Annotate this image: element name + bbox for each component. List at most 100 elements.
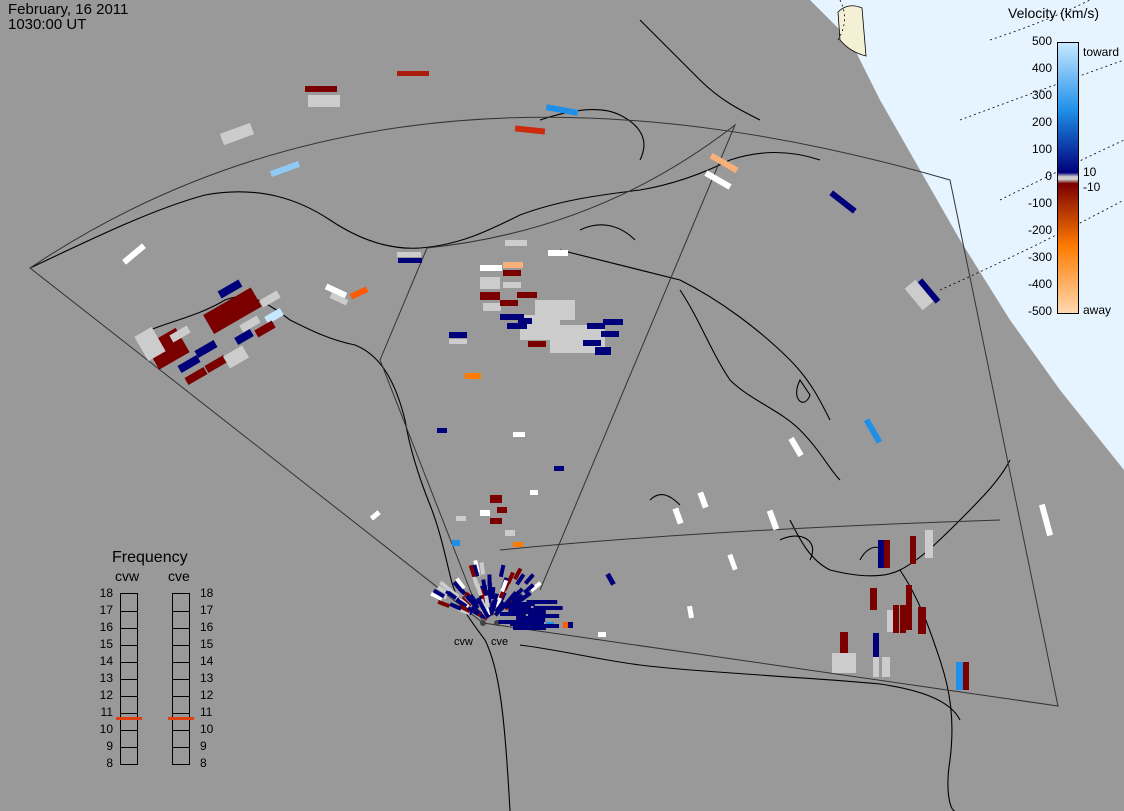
scatter-cell [900, 605, 906, 633]
scatter-cell [595, 347, 611, 355]
scatter-cell [873, 657, 879, 677]
scatter-cell [397, 71, 429, 76]
frequency-bar-cve [168, 593, 194, 765]
frequency-gridline [173, 611, 189, 612]
scatter-cell [480, 510, 490, 516]
latitude-dotted-lines [837, 0, 1124, 291]
scatter-cell [234, 329, 254, 345]
scatter-cell [963, 662, 969, 690]
scatter-cell [239, 315, 261, 333]
colorbar-tick-label: -200 [1027, 223, 1052, 237]
scatter-cell [601, 331, 619, 337]
scatter-cell [219, 122, 255, 146]
scatter-cell [587, 323, 605, 329]
scatter-cell [513, 542, 523, 547]
colorbar-tick-label: -300 [1027, 250, 1052, 264]
frequency-tick-left: 10 [99, 722, 113, 736]
colorbar-tick-label: -500 [1027, 304, 1052, 318]
frequency-gridline [173, 713, 189, 714]
fan-cell [476, 597, 486, 610]
scatter-cell [269, 161, 301, 177]
fan-cell [475, 583, 483, 597]
frequency-gridline [173, 696, 189, 697]
fov-outline [29, 116, 1059, 707]
scatter-cell [259, 290, 281, 308]
frequency-tick-right: 14 [200, 654, 214, 668]
frequency-gridline [173, 679, 189, 680]
fan-cell [452, 581, 464, 593]
scatter-cell [369, 510, 381, 521]
frequency-tick-left: 13 [99, 671, 113, 685]
scatter-cell [500, 300, 518, 306]
fan-cell [533, 606, 563, 610]
colorbar-tick-label: 100 [1031, 142, 1052, 156]
scatter-cell [603, 319, 623, 325]
scatter-cell [704, 170, 732, 190]
colorbar-title: Velocity (km/s) [1008, 5, 1100, 21]
frequency-tick-left: 8 [106, 756, 113, 770]
frequency-gridline [121, 645, 137, 646]
frequency-indicator [116, 717, 142, 721]
fan-cell [479, 562, 486, 575]
fan-cell [445, 589, 458, 600]
fan-cell [506, 571, 515, 585]
colorbar-toward-label: toward [1083, 45, 1120, 59]
frequency-tick-right: 11 [200, 705, 213, 719]
colorbar-inner-tick-pos: 10 [1083, 165, 1097, 179]
radar-label-cve: cve [491, 636, 509, 648]
scatter-cell [503, 270, 521, 276]
scatter-cell [709, 152, 739, 174]
scatter-cell [517, 292, 537, 298]
fan-cell [513, 567, 523, 581]
scatter-cell [554, 466, 564, 471]
frequency-title: Frequency [112, 549, 188, 566]
fan-cell [529, 581, 542, 592]
scatter-cell [527, 333, 545, 339]
scatter-cell [397, 252, 421, 257]
frequency-radar-cvw: cvw [115, 568, 140, 584]
radar-fan-scatter [430, 559, 563, 630]
scatter-cell [904, 279, 934, 311]
fan-cell [500, 579, 509, 593]
frequency-tick-right: 9 [200, 739, 207, 753]
fan-cell [466, 606, 480, 616]
scatter-cell [840, 632, 848, 654]
frequency-gridline [121, 679, 137, 680]
scatter-cell [583, 340, 601, 346]
fan-cell [449, 602, 462, 611]
scatter-cell [528, 341, 546, 347]
frequency-tick-right: 13 [200, 671, 214, 685]
scatter-cell [505, 530, 515, 536]
fan-cell [458, 604, 471, 614]
frequency-gridline [121, 747, 137, 748]
date-label: February, 16 2011 [8, 1, 129, 18]
fan-cell [519, 591, 532, 602]
colorbar-inner-tick-neg: -10 [1083, 180, 1101, 194]
scatter-cell [788, 436, 804, 458]
fan-cell [437, 599, 451, 608]
scatter-cell [169, 325, 191, 343]
colorbar-away-label: away [1083, 303, 1112, 317]
frequency-gridline [121, 628, 137, 629]
scatter-cell [1038, 503, 1054, 537]
frequency-indicator [168, 717, 194, 721]
scatter-cell [887, 610, 893, 632]
scatter-cell [906, 585, 912, 630]
fan-cell [498, 564, 506, 578]
daylight-region [810, 0, 1124, 470]
frequency-gridline [173, 747, 189, 748]
fan-cell [515, 573, 526, 586]
colorbar-tick-label: 400 [1031, 61, 1052, 75]
fan-cell [523, 583, 535, 595]
scatter-cell [490, 518, 502, 524]
fan-cell [500, 604, 531, 608]
fan-cell [464, 594, 476, 607]
scatter-cell [514, 125, 546, 135]
frequency-gridline [173, 628, 189, 629]
colorbar-tick-label: 0 [1045, 169, 1052, 183]
time-label: 1030:00 UT [8, 16, 87, 33]
scatter-cell [598, 632, 606, 637]
scatter-cell [507, 323, 527, 329]
scatter-cell [870, 588, 877, 610]
scatter-cell [122, 243, 146, 265]
